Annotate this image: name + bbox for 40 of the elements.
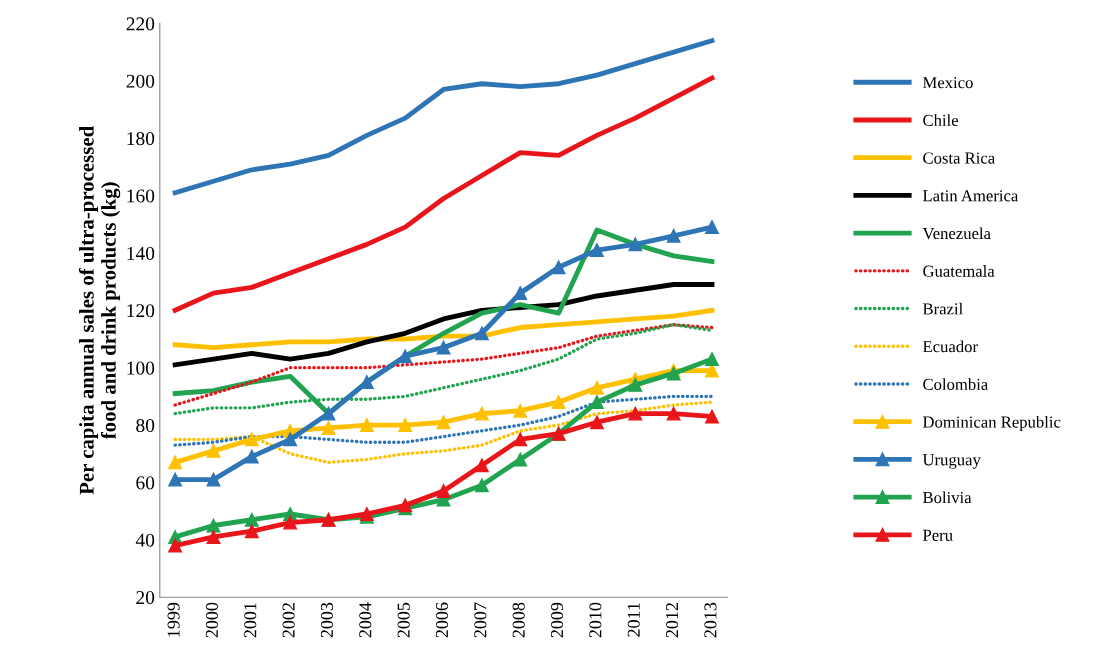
x-tick-label: 2003 — [320, 602, 334, 638]
x-tick-label: 2000 — [205, 602, 218, 638]
x-tick-label: 2010 — [589, 602, 602, 638]
x-tick-label: 2013 — [704, 602, 717, 638]
y-tick-label: 20 — [136, 591, 155, 605]
y-tick-label: 180 — [127, 132, 155, 146]
x-tick-label: 2009 — [550, 602, 564, 638]
y-tick-label: 160 — [127, 189, 155, 203]
legend-label: Brazil — [922, 302, 963, 315]
x-tick-label: 1999 — [167, 602, 180, 637]
legend-label: Bolivia — [922, 491, 972, 504]
legend-label: Guatemala — [923, 265, 995, 277]
y-tick-label: 140 — [127, 246, 155, 260]
y-axis-title: Per capita annual sales of ultra-processed food and drink products (kg) — [78, 126, 121, 495]
x-tick-label: 2006 — [435, 602, 449, 638]
y-tick-label: 100 — [127, 361, 155, 375]
y-tick-label: 120 — [127, 304, 155, 318]
x-tick-label: 2004 — [359, 602, 372, 638]
x-tick-label: 2002 — [282, 603, 295, 638]
x-tick-label: 2001 — [244, 603, 257, 638]
legend-label: Uruguay — [922, 454, 981, 469]
legend-label: Dominican Republic — [922, 415, 1061, 432]
legend-label: Chile — [923, 114, 959, 126]
y-tick-label: 40 — [135, 533, 155, 547]
x-tick-label: 2012 — [665, 603, 679, 638]
legend-label: Peru — [922, 529, 953, 541]
legend-label: Costa Rica — [923, 152, 995, 164]
x-tick-label: 2007 — [474, 602, 487, 638]
legend-label: Colombia — [923, 378, 988, 390]
legend-label: Ecuador — [922, 340, 978, 353]
y-tick-label: 200 — [126, 74, 155, 88]
legend-label: Venezuela — [922, 227, 991, 240]
y-tick-label: 80 — [136, 418, 155, 433]
x-tick-label: 2011 — [627, 603, 640, 637]
x-tick-label: 2005 — [397, 602, 410, 638]
y-tick-label: 60 — [136, 476, 155, 490]
legend-label: Mexico — [922, 77, 973, 89]
legend-label: Latin America — [922, 190, 1019, 202]
x-tick-label: 2008 — [512, 602, 525, 638]
y-tick-label: 220 — [126, 17, 155, 31]
